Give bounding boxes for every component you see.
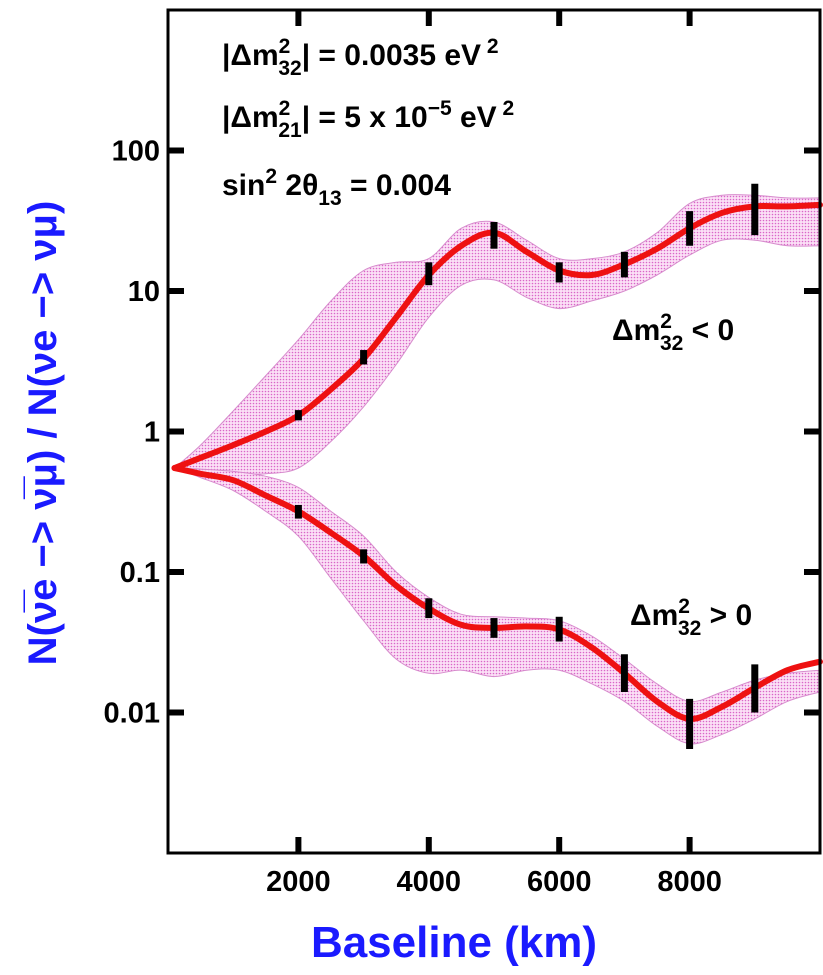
x-tick-label: 8000 xyxy=(657,866,722,898)
axis-ticks xyxy=(168,10,820,853)
y-tick-label: 100 xyxy=(112,136,160,168)
y-tick-label: 0.1 xyxy=(120,557,160,589)
x-tick-label: 2000 xyxy=(266,866,331,898)
annotation-dm32: |Δm2 32| = 0.0035 eV 2 xyxy=(222,35,499,80)
x-tick-label: 4000 xyxy=(397,866,462,898)
y-tick-label: 1 xyxy=(144,417,160,449)
y-tick-label: 0.01 xyxy=(104,698,160,730)
uncertainty-bands xyxy=(173,194,821,745)
y-axis-title: N(ν̅e −> ν̅μ) / N(νe −> νμ) xyxy=(21,201,65,666)
annotation-dm21: |Δm2 21| = 5 x 10−5 eV 2 xyxy=(222,97,514,142)
y-tick-label: 10 xyxy=(128,276,160,308)
error-bars xyxy=(294,183,759,749)
series-label-inverted: Δm2 32 < 0 xyxy=(612,310,734,355)
x-tick-label: 6000 xyxy=(527,866,592,898)
tick-labels: 2000 4000 6000 8000 0.01 0.1 1 10 100 xyxy=(104,136,722,899)
x-axis-title: Baseline (km) xyxy=(311,918,597,967)
series-label-normal: Δm2 32 > 0 xyxy=(630,595,752,640)
annotation-theta13: sin2 2θ13 = 0.004 xyxy=(222,165,451,210)
